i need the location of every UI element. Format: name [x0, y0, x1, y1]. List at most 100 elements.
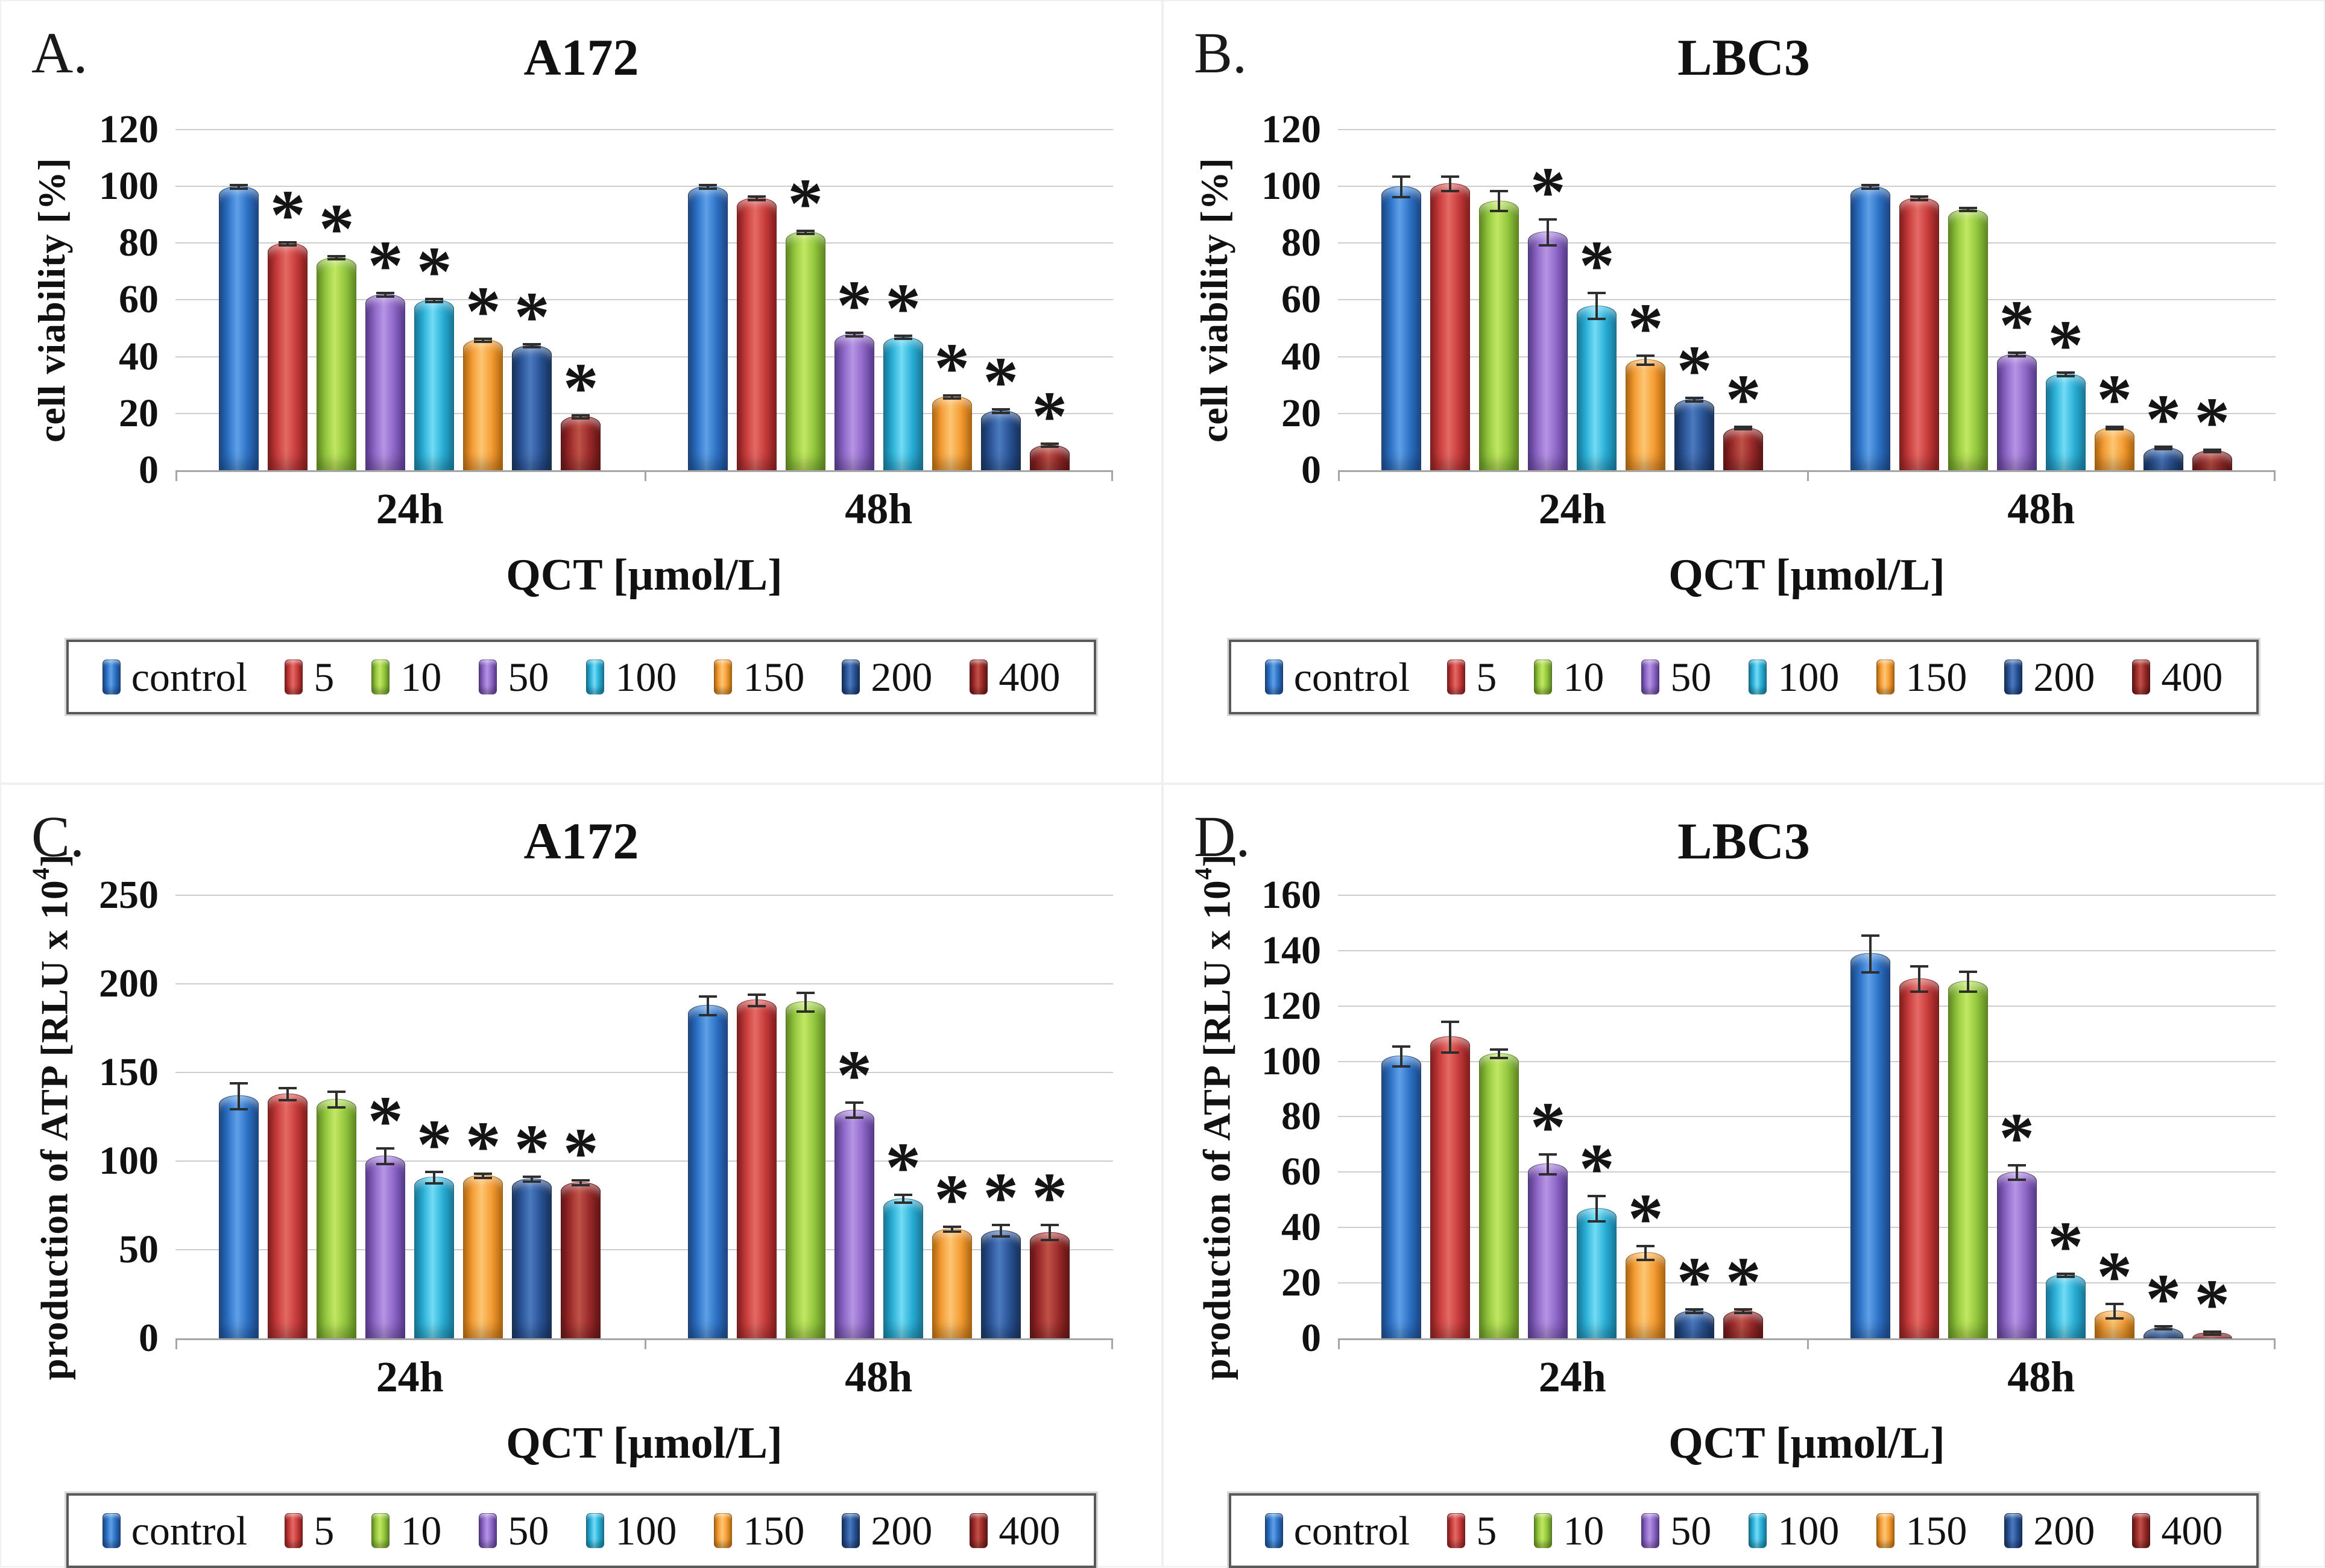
- legend-label: 50: [1670, 654, 1712, 701]
- error-bar: [796, 991, 815, 1013]
- x-axis-label: QCT [µmol/L]: [506, 550, 783, 600]
- error-bar: [1392, 175, 1411, 198]
- significance-asterisk: *: [885, 1127, 921, 1207]
- error-bar-cap: [1958, 207, 1977, 210]
- error-bar-stem: [1917, 195, 1920, 201]
- legend-item-control: control: [102, 654, 248, 701]
- legend-marker-200: [2004, 1513, 2023, 1549]
- significance-asterisk: *: [514, 277, 550, 357]
- bar-group-48h: * * * * *: [1807, 130, 2276, 470]
- legend-marker-5: [1447, 1513, 1466, 1549]
- x-tick-label-48h: 48h: [2007, 484, 2075, 533]
- bar-5-48h: [736, 195, 777, 470]
- legend-label: control: [131, 654, 248, 701]
- error-bar-cap: [698, 187, 717, 190]
- y-tick-label: 80: [1281, 1094, 1321, 1139]
- y-tick-label: 120: [1261, 983, 1321, 1028]
- bar-100-48h: *: [2045, 310, 2086, 470]
- legend-item-400: 400: [970, 656, 1060, 697]
- panel-letter: D.: [1194, 804, 1251, 869]
- legend-marker-150: [1876, 660, 1895, 695]
- x-axis-tick-mark: [2274, 470, 2276, 481]
- plot-area: * * * * * * * * * * * * *: [175, 128, 1113, 481]
- gridline: [1338, 949, 2276, 951]
- bar-control-48h: [687, 995, 728, 1338]
- bar-100-48h: *: [2045, 1211, 2086, 1338]
- error-bar: [279, 1087, 297, 1101]
- legend-marker-150: [714, 1513, 733, 1549]
- y-tick-label: 200: [99, 961, 159, 1006]
- chart-panel-a: A. A172 cell viability [%] 0 20 40 60 80 100 120 *…: [0, 0, 1162, 784]
- legend-marker-100: [586, 1513, 605, 1549]
- bar-50-24h: *: [1528, 1092, 1568, 1338]
- x-axis-tick-mark: [644, 470, 646, 481]
- legend-marker-10: [371, 660, 390, 695]
- bar-10-24h: [317, 1091, 357, 1338]
- error-bar-cap: [1910, 198, 1928, 201]
- bar-200-48h: *: [980, 1162, 1021, 1338]
- bar-group-24h: * * * * * * *: [175, 130, 645, 470]
- significance-asterisk: *: [836, 1035, 872, 1115]
- y-axis-ticks: 0 20 40 60 80 100 120 140 160: [1245, 875, 1338, 1358]
- y-axis-label-column: cell viability [%]: [22, 130, 82, 470]
- error-bar-cap: [1861, 184, 1879, 187]
- x-axis-tick-mark: [1111, 470, 1113, 481]
- legend-marker-200: [2004, 660, 2023, 695]
- legend-label: control: [131, 1508, 248, 1554]
- bar-control-24h: [1381, 175, 1422, 470]
- significance-asterisk: *: [2194, 1265, 2230, 1344]
- x-tick-label-24h: 24h: [376, 484, 444, 533]
- error-bar-cap: [747, 198, 766, 201]
- error-bar: [1910, 965, 1928, 993]
- bar-200-24h: *: [1674, 1247, 1715, 1338]
- gridline: [1338, 1227, 2276, 1229]
- legend-marker-50: [1641, 660, 1660, 695]
- legend-label: 200: [871, 1508, 933, 1554]
- legend-item-control: control: [102, 1508, 248, 1554]
- bar-150-24h: *: [1626, 1183, 1666, 1338]
- legend-marker-10: [1534, 660, 1553, 695]
- error-bar-cap: [1441, 1020, 1460, 1023]
- error-bar-cap: [1588, 318, 1606, 321]
- legend-wrap: control 5 10 50 100 150 200 400: [22, 1493, 1141, 1568]
- significance-asterisk: *: [1627, 1179, 1664, 1258]
- bar-5-48h: [1899, 965, 1939, 1338]
- legend-wrap: control 5 10 50 100 150 200 400: [1184, 1493, 2303, 1568]
- legend-item-150: 150: [714, 1510, 804, 1551]
- bar-400-24h: *: [561, 1118, 601, 1338]
- legend-label: 200: [2033, 1508, 2095, 1554]
- bar-control-24h: [1381, 1045, 1422, 1338]
- y-tick-label: 120: [99, 107, 159, 151]
- legend-label: 100: [615, 654, 677, 701]
- error-bar-cap: [1588, 1220, 1606, 1223]
- significance-asterisk: *: [934, 328, 970, 408]
- legend-label: 400: [998, 1508, 1061, 1554]
- gridline: [1338, 1282, 2276, 1284]
- bar-50-24h: *: [365, 1086, 406, 1338]
- bar-400-48h: *: [2192, 1269, 2232, 1340]
- y-tick-label: 160: [1261, 872, 1321, 917]
- significance-asterisk: *: [2194, 382, 2230, 462]
- y-tick-label: 100: [1261, 164, 1321, 209]
- legend-item-100: 100: [1749, 656, 1839, 697]
- legend-label: 150: [1905, 654, 1967, 701]
- y-tick-label: 20: [1281, 391, 1321, 435]
- chart-title: LBC3: [1677, 28, 1810, 86]
- error-bar-cap: [327, 1106, 346, 1109]
- significance-asterisk: *: [367, 1082, 403, 1161]
- y-axis-ticks: 0 20 40 60 80 100 120: [82, 109, 175, 490]
- bar-150-48h: *: [2094, 1241, 2134, 1338]
- significance-asterisk: *: [514, 1110, 550, 1189]
- significance-asterisk: *: [1579, 1129, 1615, 1209]
- error-bar-cap: [1490, 1056, 1509, 1059]
- gridline: [1338, 186, 2276, 187]
- legend-label: 100: [615, 1508, 677, 1554]
- error-bar-stem: [335, 1091, 338, 1109]
- y-tick-label: 150: [99, 1050, 159, 1094]
- bar-5-24h: [268, 1087, 308, 1338]
- legend-label: 10: [1563, 1508, 1604, 1554]
- error-bar: [698, 995, 717, 1016]
- error-bar: [747, 993, 766, 1008]
- significance-asterisk: *: [1999, 286, 2035, 365]
- legend-item-50: 50: [1641, 656, 1711, 697]
